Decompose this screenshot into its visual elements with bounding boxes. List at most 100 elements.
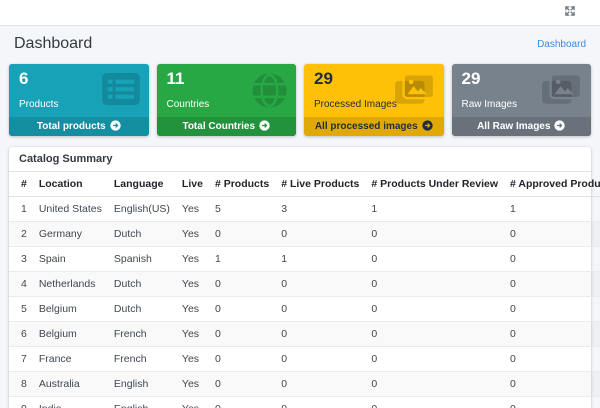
table-cell: Belgium [32,296,108,322]
table-cell: 0 [275,271,366,297]
raw-images-label: Raw Images [461,99,518,110]
table-cell: Yes [175,246,209,272]
table-row: 6BelgiumFrenchYes0000admin [9,321,600,347]
table-cell: India [32,396,108,408]
countries-label: Countries [166,99,210,110]
table-row: 8AustraliaEnglishYes0000admin [9,371,600,397]
card-products: 6 Products Total products [9,64,149,136]
table-cell: 1 [365,196,505,222]
catalog-table: # Location Language Live # Products # Live Pr… [9,172,600,408]
table-cell: 9 [9,396,33,408]
table-cell: Spain [32,246,108,272]
total-products-link[interactable]: Total products [9,117,149,136]
table-cell: 0 [504,246,600,272]
table-cell: 0 [504,371,600,397]
card-processed-images: 29 Processed Images All processed images [304,64,444,136]
table-row: 9IndiaEnglishYes0000admin [9,396,600,408]
arrow-circle-right-icon [554,119,566,134]
table-cell: 0 [275,221,366,247]
table-cell: Yes [175,396,209,408]
page-title: Dashboard [14,35,93,52]
table-cell: 4 [9,271,33,297]
table-cell: English [107,371,176,397]
table-cell: 0 [365,396,505,408]
column-header: Location [32,172,108,197]
column-header: # [9,172,33,197]
breadcrumb-link-dashboard[interactable]: Dashboard [537,39,586,50]
arrow-circle-right-icon [422,119,433,134]
processed-images-count: 29 [314,69,333,88]
table-cell: Yes [175,321,209,347]
table-cell: 3 [9,246,33,272]
images-icon [542,73,583,109]
table-cell: 0 [365,296,505,322]
table-cell: 0 [208,396,276,408]
column-header: Live [175,172,209,197]
table-cell: English [107,396,176,408]
header-row: # Location Language Live # Products # Live Pr… [9,172,600,197]
table-cell: 0 [504,321,600,347]
table-cell: 2 [9,221,33,247]
catalog-table-head: # Location Language Live # Products # Live Pr… [9,172,600,197]
table-cell: 0 [365,271,505,297]
table-cell: 0 [275,321,366,347]
card-raw-images: 29 Raw Images All Raw Images [451,64,591,136]
table-cell: 0 [208,296,276,322]
table-row: 7FranceFrenchYes0000admin [9,346,600,372]
products-count: 6 [19,69,29,88]
expand-arrows-icon [564,5,576,20]
arrow-circle-right-icon [259,119,270,134]
top-navbar [0,0,600,26]
table-cell: Yes [175,196,209,222]
table-cell: 1 [504,196,600,222]
all-processed-images-link[interactable]: All processed images [304,117,444,136]
total-countries-link[interactable]: Total Countries [156,117,296,136]
table-cell: Yes [175,271,209,297]
table-cell: Yes [175,221,209,247]
table-cell: 3 [275,196,366,222]
table-cell: Yes [175,296,209,322]
table-row: 5BelgiumDutchYes0000admin [9,296,600,322]
table-cell: Netherlands [32,271,108,297]
column-header: # Products [208,172,276,197]
all-raw-images-link[interactable]: All Raw Images [451,117,591,136]
processed-images-label: Processed Images [314,99,397,110]
catalog-summary-title: Catalog Summary [9,147,591,172]
table-row: 2GermanyDutchYes0000admin [9,221,600,247]
table-cell: 5 [9,296,33,322]
table-cell: French [107,321,176,347]
table-cell: 0 [365,221,505,247]
fullscreen-button[interactable] [562,3,578,22]
table-cell: 0 [365,371,505,397]
table-cell: 0 [275,371,366,397]
table-cell: 0 [504,221,600,247]
table-cell: Dutch [107,221,176,247]
table-cell: English(US) [107,196,176,222]
table-cell: 0 [208,321,276,347]
table-cell: 0 [365,321,505,347]
breadcrumb: Dashboard [537,38,586,50]
table-cell: 0 [275,296,366,322]
card-countries: 11 Countries Total Countries [156,64,296,136]
catalog-summary-card: Catalog Summary # Location Language Live # P… [9,147,600,408]
table-cell: 7 [9,346,33,372]
content-header: Dashboard Dashboard [0,26,600,58]
column-header: # Live Products [275,172,366,197]
table-cell: 6 [9,321,33,347]
table-cell: 0 [504,271,600,297]
table-cell: Spanish [107,246,176,272]
table-row: 4NetherlandsDutchYes0000admin [9,271,600,297]
table-cell: 0 [208,371,276,397]
column-header: # Products Under Review [365,172,505,197]
stat-cards-row: 6 Products Total products 11 Countries [0,58,600,145]
globe-icon [252,73,287,111]
table-cell: 1 [9,196,33,222]
arrow-circle-right-icon [109,119,121,134]
table-cell: United States [32,196,108,222]
table-cell: 5 [208,196,276,222]
table-cell: French [107,346,176,372]
table-cell: 0 [504,296,600,322]
table-cell: Australia [32,371,108,397]
table-cell: 1 [208,246,276,272]
